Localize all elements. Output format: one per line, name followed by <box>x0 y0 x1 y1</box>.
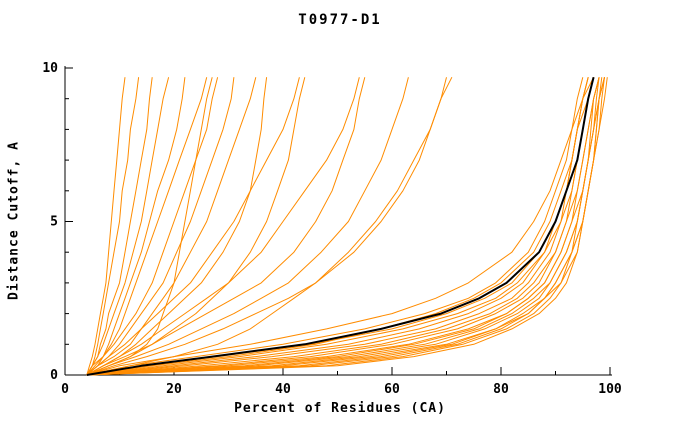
model-curve <box>86 77 235 376</box>
model-curve <box>86 77 595 376</box>
model-curve <box>86 77 600 376</box>
model-curve <box>86 77 140 376</box>
model-curve <box>86 76 453 376</box>
y-tick-label: 5 <box>50 215 58 230</box>
model-curve <box>86 77 595 376</box>
model-curve <box>86 77 608 376</box>
model-curve <box>86 77 126 376</box>
x-tick-label: 20 <box>166 382 182 397</box>
x-axis-label: Percent of Residues (CA) <box>234 401 446 416</box>
model-curve <box>86 77 219 376</box>
model-curve <box>86 77 153 376</box>
model-curve <box>86 76 595 376</box>
reference-curve <box>86 76 595 376</box>
model-curve <box>86 77 589 376</box>
model-curve <box>86 77 186 376</box>
model-curve <box>86 77 584 376</box>
model-curve <box>86 77 268 376</box>
model-curve <box>86 77 600 376</box>
y-tick-label: 10 <box>42 61 58 76</box>
x-tick-label: 0 <box>61 382 69 397</box>
model-curve <box>86 77 170 376</box>
model-curve <box>86 77 595 376</box>
x-tick-label: 80 <box>493 382 509 397</box>
model-curve <box>86 77 300 376</box>
x-tick-label: 100 <box>598 382 622 397</box>
model-curve <box>86 77 600 376</box>
model-curve <box>86 77 306 376</box>
model-curve <box>86 77 589 376</box>
model-curve <box>86 77 589 376</box>
model-curve <box>86 77 213 376</box>
x-tick-label: 60 <box>384 382 400 397</box>
model-curve <box>86 77 208 376</box>
model-curve <box>86 77 366 376</box>
chart-title: T0977-D1 <box>298 12 382 28</box>
y-tick-label: 0 <box>50 368 58 383</box>
x-tick-label: 40 <box>275 382 291 397</box>
model-curve <box>86 77 409 376</box>
model-curve <box>86 77 605 376</box>
model-curve <box>86 77 600 376</box>
